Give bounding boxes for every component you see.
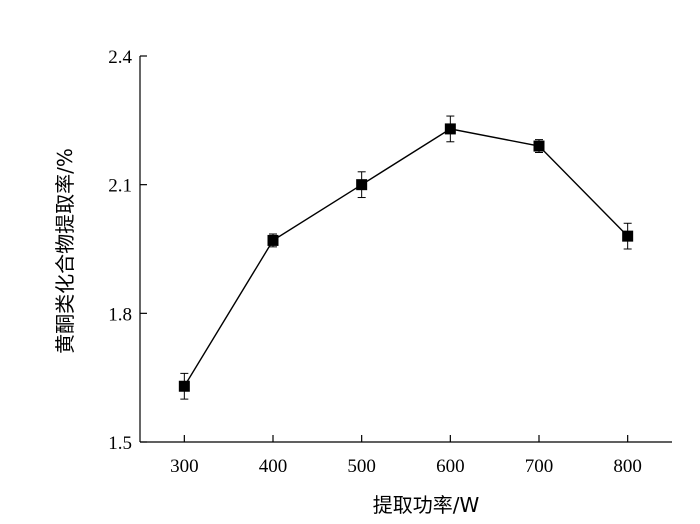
series-line <box>183 128 629 387</box>
data-point <box>444 123 456 135</box>
y-tick-label: 1.8 <box>108 304 132 325</box>
data-point <box>267 234 279 246</box>
x-tick-label: 400 <box>259 456 288 477</box>
y-axis-ticks: 1.5 1.8 2.1 2.4 <box>108 47 147 454</box>
y-axis-label: 黄酮类化合物提取率/% <box>53 148 77 354</box>
x-tick-label: 500 <box>347 456 376 477</box>
x-tick-label: 800 <box>613 456 642 477</box>
data-point <box>356 179 368 191</box>
x-axis-label: 提取功率/W <box>373 493 480 517</box>
y-tick-label: 1.5 <box>108 433 132 454</box>
y-tick-label: 2.1 <box>108 176 132 197</box>
x-axis-ticks: 300 400 500 600 700 800 <box>170 435 642 477</box>
x-tick-label: 600 <box>436 456 465 477</box>
data-point <box>622 230 634 242</box>
series-group <box>178 115 634 400</box>
data-point <box>178 380 190 392</box>
x-tick-label: 300 <box>170 456 199 477</box>
y-tick-label: 2.4 <box>108 47 132 68</box>
data-point <box>533 140 545 152</box>
x-tick-label: 700 <box>525 456 554 477</box>
